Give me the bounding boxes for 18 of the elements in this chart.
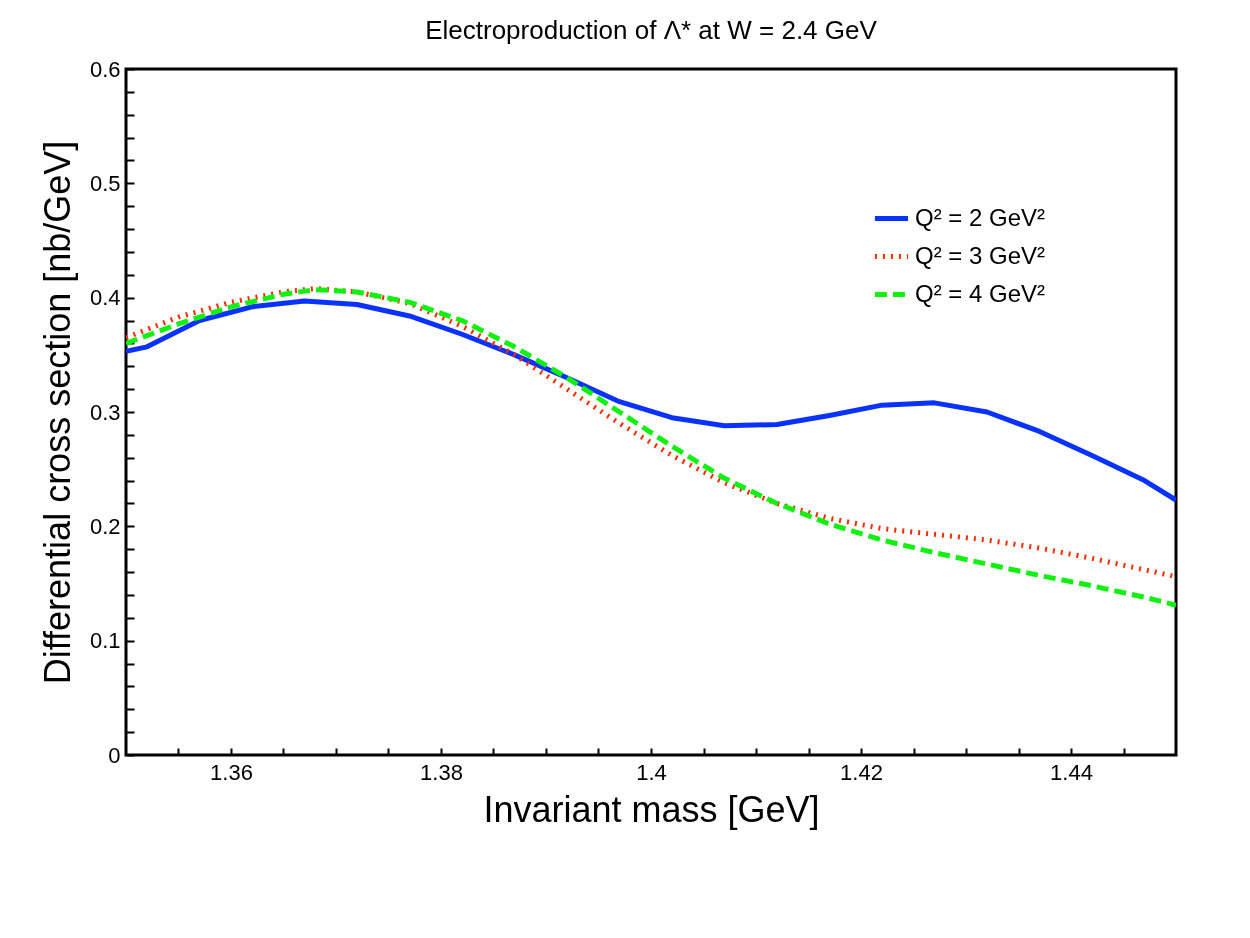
y-tick-label: 0.2 (89, 513, 121, 539)
x-tick-label: 1.42 (840, 759, 883, 785)
chart-title: Electroproduction of Λ* at W = 2.4 GeV (425, 15, 878, 45)
x-tick-label: 1.36 (210, 759, 253, 785)
y-tick-label: 0 (108, 742, 121, 768)
y-tick-label: 0.1 (89, 628, 121, 654)
y-tick-label: 0.5 (89, 170, 121, 196)
y-tick-label: 0.6 (89, 56, 121, 82)
x-tick-label: 1.38 (420, 759, 463, 785)
x-tick-label: 1.44 (1050, 759, 1093, 785)
legend-label: Q² = 3 GeV² (915, 241, 1046, 269)
y-axis-title: Differential cross section [nb/GeV] (36, 140, 78, 685)
y-tick-label: 0.3 (89, 399, 121, 425)
x-axis-title: Invariant mass [GeV] (483, 788, 820, 830)
y-tick-label: 0.4 (89, 285, 121, 311)
legend-label: Q² = 4 GeV² (915, 279, 1046, 307)
legend-label: Q² = 2 GeV² (915, 203, 1046, 231)
x-tick-label: 1.4 (636, 759, 667, 785)
